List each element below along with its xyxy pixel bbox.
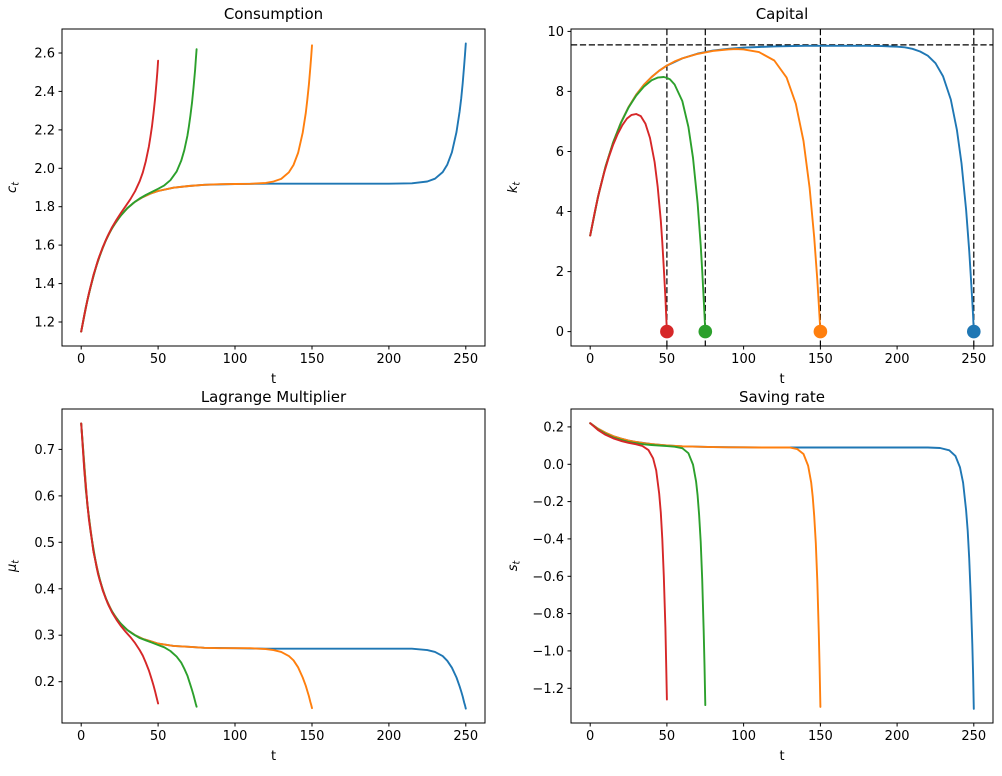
subplot-lagrange-multiplier: 0 50 100 150 200 250 0.2 0.3 0.4 0.5 0.6 0.7 t μt Lag… [0,388,501,776]
y-tick-label: 1.4 [34,277,55,292]
y-tick-label: 1.2 [34,316,55,331]
x-tick-label: 200 [376,352,401,367]
y-tick-label: −0.4 [532,532,564,547]
curve-T50 [80,422,160,705]
x-tick-label: 50 [150,729,167,744]
x-tick-label: 100 [731,352,756,367]
x-tick-label: 250 [961,352,986,367]
axes-frame [61,28,486,347]
curve-T75 [80,422,198,708]
x-tick-label: 50 [150,352,167,367]
x-tick-label: 100 [731,729,756,744]
y-tick-label: 1.6 [34,239,55,254]
y-axis-label: μt [5,559,22,573]
y-tick-label: 0.3 [34,629,55,644]
y-tick-label: 0.7 [34,443,55,458]
x-tick-label: 200 [885,729,910,744]
curve-T150 [80,44,313,333]
y-tick-label: 0.0 [543,458,564,473]
x-tick-label: 50 [659,729,676,744]
y-tick-label: 2.6 [34,47,55,62]
y-axis-label: ct [5,181,22,193]
x-axis-label: t [779,749,784,764]
y-tick-label: 0.5 [34,536,55,551]
chart-canvas-consumption: 0 50 100 150 200 250 1.2 1.4 1.6 1.8 2.0 2.2 2.4 2.6 t… [5,28,486,387]
y-axis-label: st [506,559,523,571]
y-tick-label: 8 [556,85,564,100]
curve-T150 [589,422,822,708]
curve-T50 [589,113,668,333]
curve-T75 [80,48,198,333]
y-tick-label: 2.4 [34,85,55,100]
y-tick-label: 2.2 [34,123,55,138]
x-tick-label: 100 [223,352,248,367]
x-tick-label: 150 [808,352,833,367]
x-tick-label: 250 [453,729,478,744]
curve-T75 [589,422,707,707]
x-tick-label: 150 [300,352,325,367]
x-tick-label: 0 [586,352,594,367]
curve-T250 [80,422,467,710]
x-tick-label: 100 [223,729,248,744]
y-tick-label: 1.8 [34,200,55,215]
y-tick-label: 10 [547,25,564,40]
y-tick-label: 0.4 [34,582,55,597]
x-tick-label: 0 [77,729,85,744]
x-tick-label: 250 [961,729,986,744]
y-tick-label: 0.2 [543,420,564,435]
curve-T250 [589,44,975,333]
subplot-capital: 0 50 100 150 200 250 0 2 4 6 8 10 t kt Capital [501,0,1002,388]
y-tick-label: 0 [556,325,564,340]
x-tick-label: 200 [376,729,401,744]
x-axis-label: t [779,372,784,387]
axes-frame [570,408,994,724]
y-tick-label: 2 [556,265,564,280]
x-tick-label: 150 [808,729,833,744]
x-tick-label: 0 [586,729,594,744]
curve-T50 [589,422,668,701]
y-tick-label: 2.0 [34,162,55,177]
y-tick-label: 0.2 [34,675,55,690]
curve-T150 [80,422,313,710]
axes-frame [570,28,994,347]
y-tick-label: −0.8 [532,607,564,622]
subplot-saving-rate: 0 50 100 150 200 250 0.2 0.0 −0.2 −0.4 −0.6 −0.8 −1.… [501,388,1002,776]
chart-canvas-capital: 0 50 100 150 200 250 0 2 4 6 8 10 t kt [506,25,994,387]
x-tick-label: 200 [885,352,910,367]
y-tick-label: 4 [556,205,564,220]
y-tick-label: 6 [556,145,564,160]
chart-canvas-lagrange-multiplier: 0 50 100 150 200 250 0.2 0.3 0.4 0.5 0.6 0.7 t μt [5,408,486,764]
curve-T250 [589,422,975,710]
terminal-dot-t250 [967,324,981,339]
terminal-dot-t150 [813,324,828,339]
x-tick-label: 0 [77,352,85,367]
y-tick-label: −0.6 [532,570,564,585]
x-tick-label: 150 [300,729,325,744]
terminal-dot-t75 [698,324,713,339]
x-axis-label: t [271,749,276,764]
y-axis-label: kt [506,181,523,194]
x-axis-label: t [271,372,276,387]
curve-T250 [80,42,467,333]
terminal-dot-t50 [660,324,674,339]
y-tick-label: 0.6 [34,489,55,504]
curve-T75 [589,76,707,333]
x-tick-label: 250 [453,352,478,367]
subplot-consumption: 0 50 100 150 200 250 1.2 1.4 1.6 1.8 2.0 2.2 2.4 2.6 t… [0,0,501,388]
y-tick-label: −0.2 [532,495,564,510]
y-tick-label: −1.0 [532,644,564,659]
y-tick-label: −1.2 [532,682,564,697]
chart-canvas-saving-rate: 0 50 100 150 200 250 0.2 0.0 −0.2 −0.4 −0.6 −0.8 −1.… [506,408,994,764]
axes-frame [61,408,486,724]
x-tick-label: 50 [659,352,676,367]
curve-T50 [80,59,160,333]
